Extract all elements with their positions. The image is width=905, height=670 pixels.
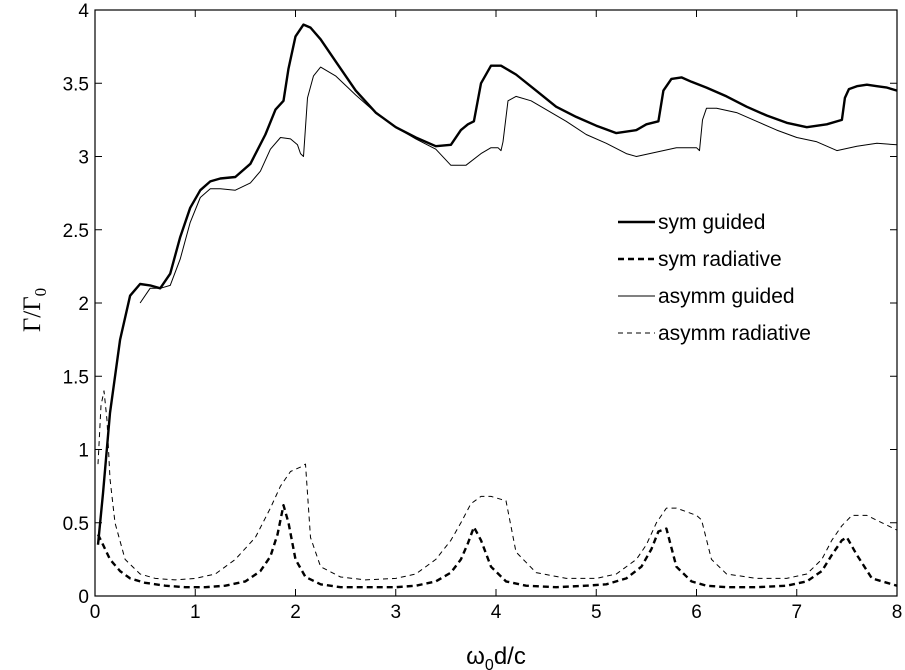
series-line-asymm-radiative bbox=[97, 390, 898, 581]
legend-label-sym-guided: sym guided bbox=[658, 211, 765, 234]
y-tick-label: 3 bbox=[78, 148, 89, 169]
x-tick-label: 2 bbox=[290, 602, 301, 623]
series-line-sym-radiative bbox=[96, 504, 898, 589]
y-tick-label: 0.5 bbox=[63, 514, 89, 535]
legend-label-asymm-guided: asymm guided bbox=[658, 285, 795, 308]
y-tick-label: 2 bbox=[78, 294, 89, 315]
x-tick-label: 7 bbox=[791, 602, 802, 623]
legend-label-sym-radiative: sym radiative bbox=[658, 248, 782, 271]
x-tick-label: 0 bbox=[90, 602, 101, 623]
x-tick-label: 1 bbox=[190, 602, 201, 623]
plot-frame bbox=[94, 9, 898, 597]
y-tick-label: 3.5 bbox=[63, 74, 89, 95]
x-tick-label: 4 bbox=[491, 602, 502, 623]
x-tick-label: 3 bbox=[390, 602, 401, 623]
y-tick-label: 2.5 bbox=[63, 221, 89, 242]
x-axis-label: ω0d/c bbox=[466, 643, 526, 670]
legend: sym guided sym radiative asymm guided as… bbox=[618, 211, 811, 345]
y-tick-label: 4 bbox=[78, 1, 89, 22]
legend-label-asymm-radiative: asymm radiative bbox=[658, 322, 811, 345]
series-line-asymm-guided bbox=[139, 66, 898, 304]
x-tick-label: 6 bbox=[691, 602, 702, 623]
series-layer bbox=[96, 23, 898, 589]
y-tick-label: 1 bbox=[78, 441, 89, 462]
y-axis-label: Γ/Γ0 bbox=[19, 288, 50, 332]
y-tick-label: 0 bbox=[78, 587, 89, 608]
series-line-sym-guided bbox=[96, 23, 898, 545]
x-tick-label: 8 bbox=[892, 602, 903, 623]
ticks-layer: 0 1 2 3 4 5 6 7 8 0 0.5 1 1.5 2 2.5 3 3.5 4 bbox=[63, 1, 903, 623]
x-tick-label: 5 bbox=[591, 602, 602, 623]
plot-area bbox=[94, 9, 898, 597]
y-tick-label: 1.5 bbox=[63, 367, 89, 388]
